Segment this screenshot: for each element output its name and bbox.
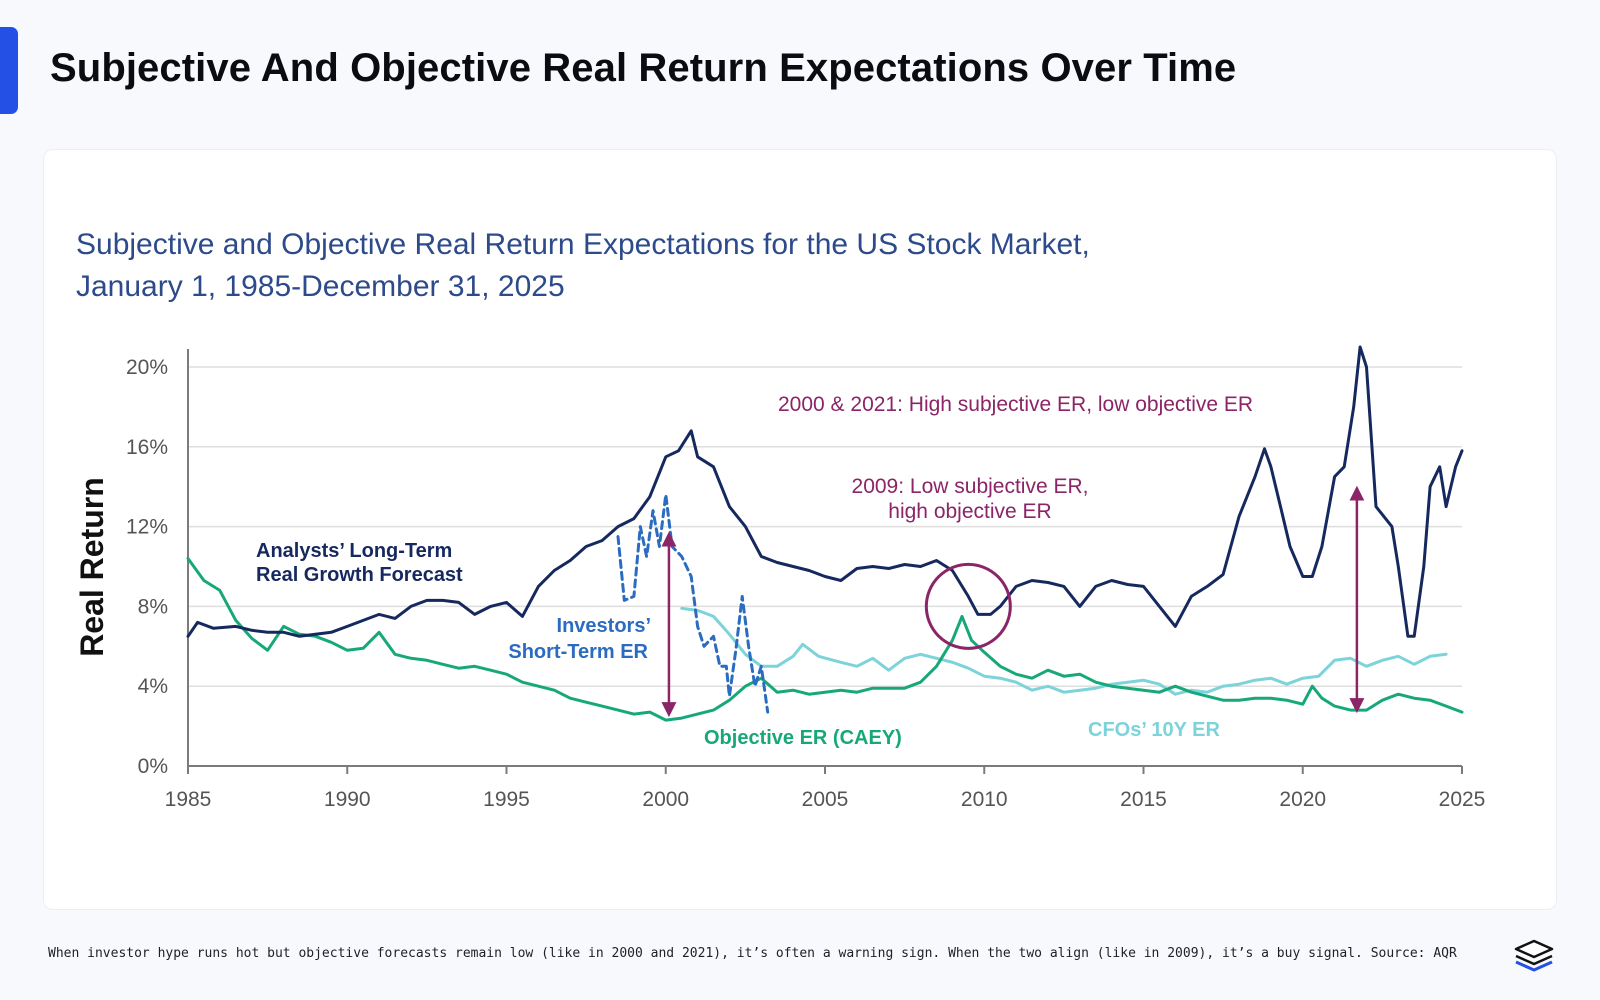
label-cfos-er: CFOs’ 10Y ER	[1088, 719, 1220, 741]
page-title: Subjective And Objective Real Return Exp…	[50, 46, 1237, 90]
annotation-high-subjective: 2000 & 2021: High subjective ER, low obj…	[778, 393, 1253, 416]
circle-2009	[924, 562, 1012, 650]
x-tick-label: 2015	[1120, 788, 1167, 811]
x-tick-label: 1985	[165, 788, 212, 811]
series-line-cfos	[680, 606, 1448, 696]
y-tick-label: 8%	[138, 595, 168, 618]
x-tick-label: 2010	[961, 788, 1008, 811]
stacked-layers-logo-icon	[1514, 939, 1554, 972]
chart-svg: Subjective and Objective Real Return Exp…	[74, 228, 1486, 811]
y-axis-label: Real Return	[74, 477, 110, 657]
chart-card: Subjective and Objective Real Return Exp…	[43, 149, 1557, 910]
y-tick-label: 0%	[138, 755, 168, 778]
x-tick-label: 2000	[642, 788, 689, 811]
x-tick-label: 2005	[802, 788, 849, 811]
series-line-objective-er	[186, 557, 1464, 722]
y-tick-label: 20%	[126, 356, 168, 379]
series-line-investors	[616, 493, 770, 714]
label-analysts-line1: Analysts’ Long-Term	[256, 540, 452, 562]
y-tick-label: 16%	[126, 436, 168, 459]
x-tick-label: 2020	[1279, 788, 1326, 811]
label-investors-line1: Investors’	[557, 615, 651, 637]
annotation-low-subjective-line2: high objective ER	[888, 500, 1051, 523]
label-analysts-line2: Real Growth Forecast	[256, 564, 463, 586]
x-tick-label: 1990	[324, 788, 371, 811]
label-investors-line2: Short-Term ER	[508, 641, 648, 663]
label-objective-er: Objective ER (CAEY)	[704, 727, 902, 749]
x-tick-label: 1995	[483, 788, 530, 811]
x-tick-label: 2025	[1439, 788, 1486, 811]
y-tick-label: 4%	[138, 675, 168, 698]
chart-title-line2: January 1, 1985-December 31, 2025	[76, 270, 565, 303]
annotation-low-subjective-line1: 2009: Low subjective ER,	[852, 475, 1089, 498]
chart-caption: When investor hype runs hot but objectiv…	[48, 946, 1457, 961]
chart-title-line1: Subjective and Objective Real Return Exp…	[76, 228, 1090, 261]
title-accent-bar	[0, 27, 18, 114]
y-tick-label: 12%	[126, 516, 168, 539]
series-line-analysts	[186, 345, 1464, 638]
